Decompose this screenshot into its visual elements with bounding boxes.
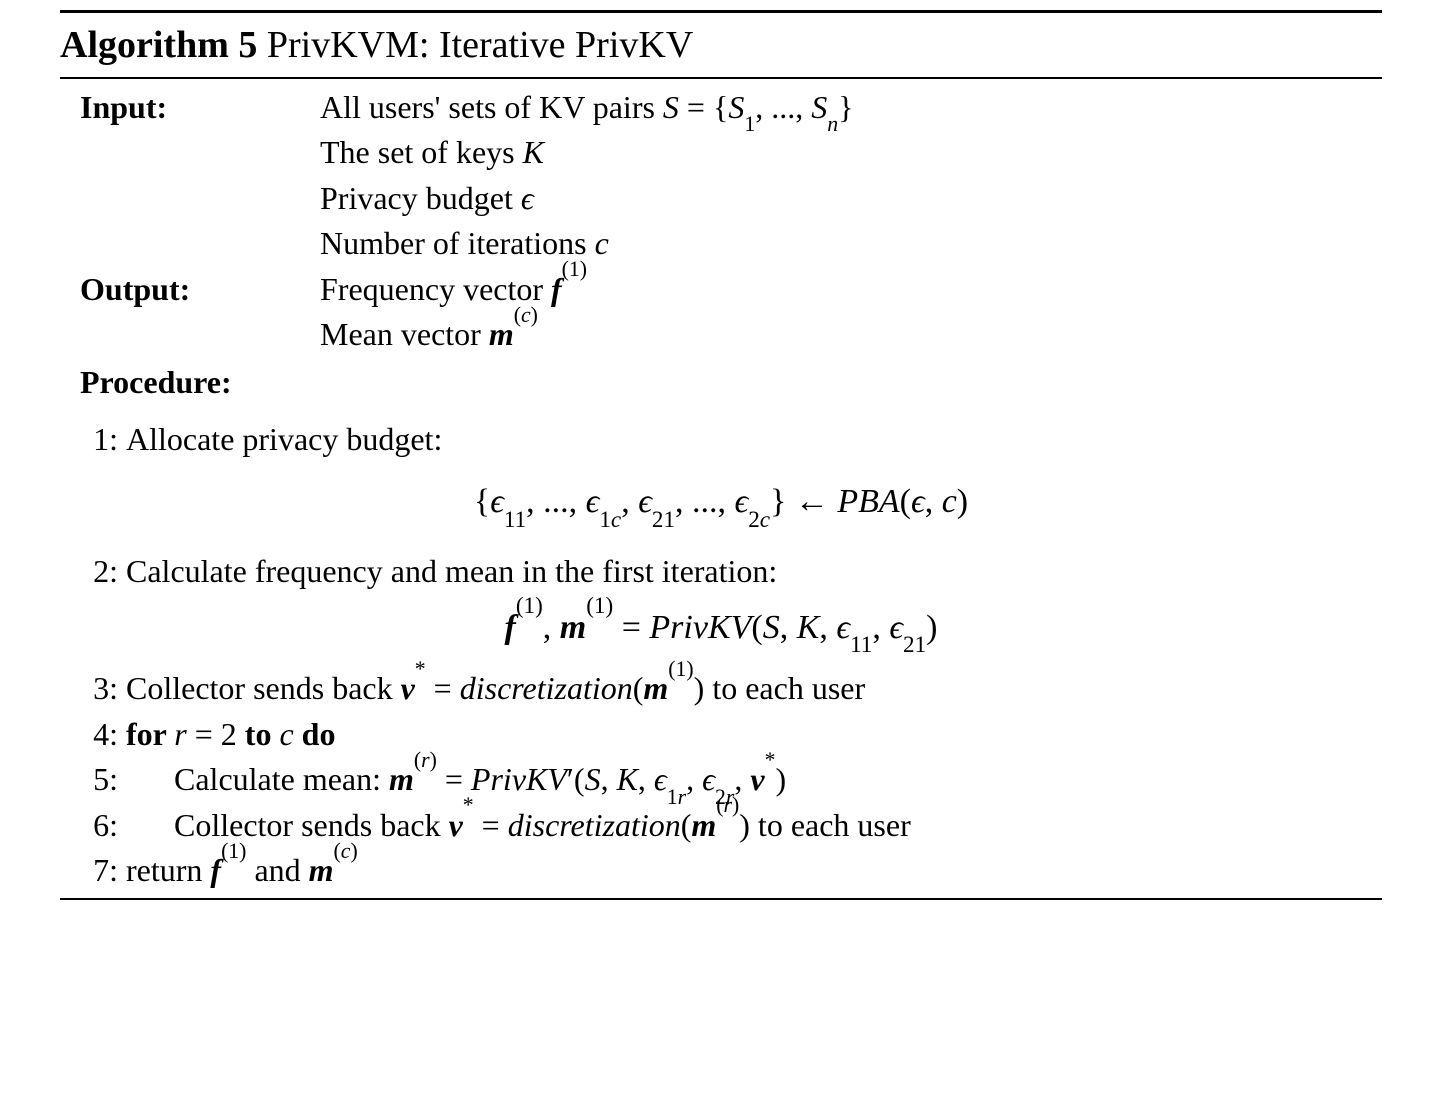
step-2: 2: Calculate frequency and mean in the f… — [60, 549, 1382, 594]
step-body: Calculate mean: m(r) = PrivKV′(S, K, ϵ1r… — [126, 757, 1382, 802]
steps: 1: Allocate privacy budget: {ϵ11, ..., ϵ… — [60, 411, 1382, 898]
bottom-rule — [60, 898, 1382, 900]
algorithm-label: Algorithm — [60, 24, 229, 66]
lineno: 1: — [68, 417, 126, 462]
lineno: 7: — [68, 848, 126, 893]
input-row: Input: All users' sets of KV pairs S = {… — [80, 85, 1382, 267]
step-body: return f(1) and m(c) — [126, 848, 1382, 893]
step-body: Collector sends back v* = discretization… — [126, 803, 1382, 848]
algorithm-title: Algorithm 5 PrivKVM: Iterative PrivKV — [60, 13, 1382, 77]
lineno: 6: — [68, 803, 126, 848]
step-body: Calculate frequency and mean in the firs… — [126, 549, 1382, 594]
output-label: Output: — [80, 267, 320, 358]
step-6: 6: Collector sends back v* = discretizat… — [60, 803, 1382, 848]
step-7: 7: return f(1) and m(c) — [60, 848, 1382, 893]
input-body: All users' sets of KV pairs S = {S1, ...… — [320, 85, 1382, 267]
equation-2: f(1), m(1) = PrivKV(S, K, ϵ11, ϵ21) — [60, 594, 1382, 666]
algorithm-block: Algorithm 5 PrivKVM: Iterative PrivKV In… — [0, 0, 1442, 1110]
algorithm-number: 5 — [238, 24, 257, 66]
algorithm-name: PrivKVM: Iterative PrivKV — [267, 24, 693, 66]
step-body: for r = 2 to c do — [126, 712, 1382, 757]
io-section: Input: All users' sets of KV pairs S = {… — [60, 79, 1382, 411]
lineno: 2: — [68, 549, 126, 594]
input-label: Input: — [80, 85, 320, 267]
lineno: 5: — [68, 757, 126, 802]
procedure-label: Procedure: — [80, 360, 1382, 405]
lineno: 4: — [68, 712, 126, 757]
step-1: 1: Allocate privacy budget: — [60, 417, 1382, 462]
step-3: 3: Collector sends back v* = discretizat… — [60, 666, 1382, 711]
output-body: Frequency vector f(1) Mean vector m(c) — [320, 267, 1382, 358]
input-line-3: Privacy budget ϵ — [320, 176, 1382, 221]
step-body: Collector sends back v* = discretization… — [126, 666, 1382, 711]
input-line-4: Number of iterations c — [320, 221, 1382, 266]
output-row: Output: Frequency vector f(1) Mean vecto… — [80, 267, 1382, 358]
input-line-2: The set of keys K — [320, 130, 1382, 175]
step-body: Allocate privacy budget: — [126, 417, 1382, 462]
output-line-1: Frequency vector f(1) — [320, 267, 1382, 312]
lineno: 3: — [68, 666, 126, 711]
input-line-1: All users' sets of KV pairs S = {S1, ...… — [320, 85, 1382, 130]
equation-1: {ϵ11, ..., ϵ1c, ϵ21, ..., ϵ2c} ← PBA(ϵ, … — [60, 462, 1382, 548]
output-line-2: Mean vector m(c) — [320, 312, 1382, 357]
step-4: 4: for r = 2 to c do — [60, 712, 1382, 757]
